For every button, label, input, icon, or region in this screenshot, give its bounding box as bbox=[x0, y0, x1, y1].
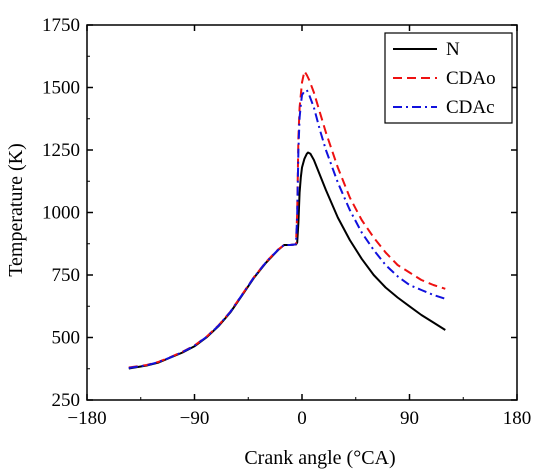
y-tick-label: 250 bbox=[52, 390, 81, 411]
y-tick-label: 1500 bbox=[42, 78, 80, 99]
x-tick-label: −180 bbox=[67, 408, 106, 429]
x-tick-label: 0 bbox=[297, 408, 307, 429]
x-tick-label: 180 bbox=[503, 408, 532, 429]
series-line-cdac bbox=[128, 89, 446, 369]
legend-label-cdac: CDAc bbox=[446, 97, 495, 118]
series-layer bbox=[128, 70, 446, 370]
y-tick-label: 500 bbox=[52, 328, 81, 349]
x-axis-title: Crank angle (°CA) bbox=[244, 447, 395, 469]
axis-ticks: −180 −90 0 90 180 250 500 750 1000 1250 1500 1750 bbox=[42, 15, 531, 429]
y-tick-label: 1250 bbox=[42, 140, 80, 161]
y-axis-title: Temperature (K) bbox=[5, 143, 27, 277]
series-line-cdao bbox=[128, 70, 446, 369]
series-line-n bbox=[128, 151, 446, 370]
legend: N CDAo CDAc bbox=[384, 32, 513, 124]
y-tick-label: 1000 bbox=[42, 203, 80, 224]
y-tick-label: 750 bbox=[52, 265, 81, 286]
legend-label-cdao: CDAo bbox=[446, 68, 496, 89]
x-tick-label: −90 bbox=[180, 408, 210, 429]
legend-label-n: N bbox=[446, 39, 460, 60]
x-tick-label: 90 bbox=[400, 408, 419, 429]
y-tick-label: 1750 bbox=[42, 15, 80, 36]
